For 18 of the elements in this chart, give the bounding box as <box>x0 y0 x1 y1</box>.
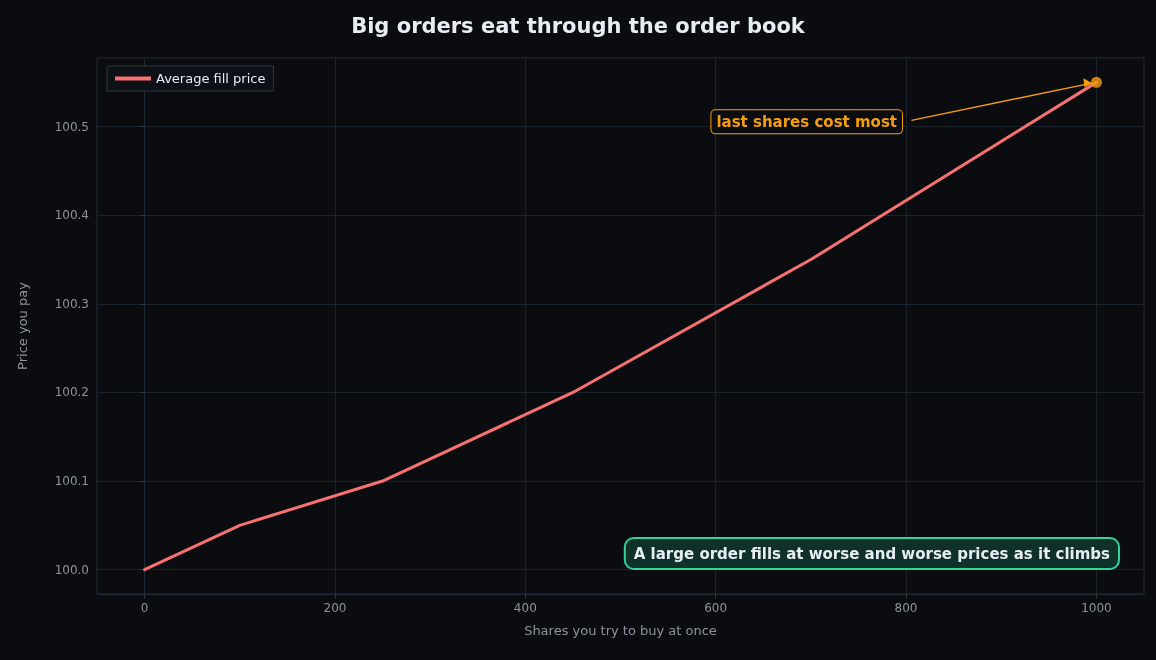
x-tick-label: 0 <box>140 601 149 615</box>
x-tick-label: 1000 <box>1081 601 1112 615</box>
y-tick-label: 100.1 <box>54 474 89 489</box>
y-tick-label: 100.0 <box>54 562 89 577</box>
y-tick-label: 100.5 <box>54 119 89 134</box>
annotation: last shares cost most <box>716 112 897 131</box>
y-tick-label: 100.2 <box>54 385 89 400</box>
annotation: A large order fills at worse and worse prices as it climbs <box>633 544 1111 563</box>
y-axis-title: Price you pay <box>15 281 30 370</box>
x-axis-title: Shares you try to buy at once <box>524 623 717 638</box>
legend-label: Average fill price <box>156 71 266 86</box>
x-tick-label: 800 <box>894 601 918 615</box>
x-tick-label: 200 <box>323 601 347 615</box>
y-tick-label: 100.4 <box>54 208 89 223</box>
y-tick-label: 100.3 <box>54 296 89 311</box>
x-tick-label: 400 <box>513 601 537 615</box>
chart-title: Big orders eat through the order book <box>351 13 806 38</box>
x-tick-label: 600 <box>704 601 728 615</box>
